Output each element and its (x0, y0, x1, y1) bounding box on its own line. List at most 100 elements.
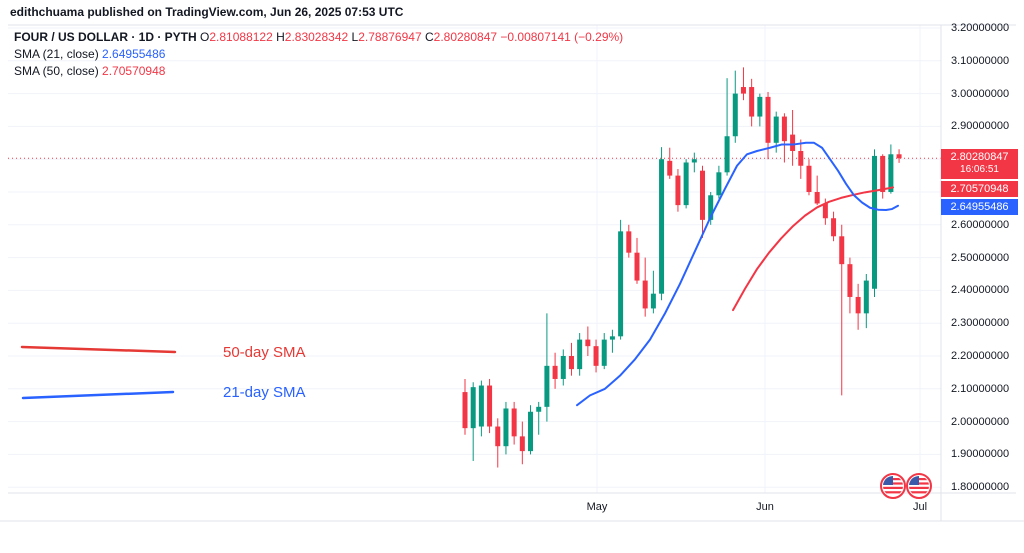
candle-body (536, 406, 542, 412)
time-axis-label: May (586, 501, 608, 513)
candle-body (650, 293, 656, 309)
candle-body (691, 159, 697, 163)
open-label: O (200, 30, 210, 44)
sma21-value: 2.64955486 (102, 47, 166, 61)
candle-body (528, 411, 534, 452)
sma21-price-badge: 2.64955486 (941, 199, 1018, 215)
sma21-row[interactable]: SMA (21, close) 2.64955486 (14, 46, 623, 63)
price-axis-label: 2.60000000 (951, 218, 1010, 231)
candle-body (585, 339, 591, 347)
price-axis-label: 2.40000000 (951, 284, 1010, 297)
symbol-row: FOUR / US DOLLAR · 1D · PYTH O2.81088122… (14, 29, 623, 46)
candle-body (601, 339, 607, 366)
price-axis-label: 3.20000000 (951, 22, 1010, 34)
candle-body (700, 170, 706, 220)
last-price-badge: 2.80280847 16:06:51 (941, 149, 1018, 179)
sma50-price-badge: 2.70570948 (941, 181, 1018, 197)
candle-body (634, 252, 640, 281)
candle-body (822, 203, 828, 219)
candle-body (478, 385, 484, 427)
open-value: 2.81088122 (209, 30, 273, 44)
candle-body (708, 195, 714, 220)
candle-body (568, 356, 574, 370)
candle-body (888, 154, 894, 192)
price-axis-label: 1.80000000 (951, 481, 1010, 494)
candle-body (487, 385, 493, 427)
candle-body (470, 387, 476, 429)
time-axis-label: Jun (756, 501, 774, 513)
candle-body (872, 155, 877, 289)
candle-body (511, 408, 517, 437)
candle-body (626, 231, 632, 253)
price-axis-label: 2.90000000 (951, 120, 1010, 133)
price-axis-label: 2.50000000 (951, 251, 1010, 264)
candle-body (618, 231, 624, 337)
candle-body (740, 87, 746, 94)
sma21-label: SMA (21, close) (14, 47, 99, 61)
usd-flag-icons (878, 472, 938, 507)
candle-body (642, 280, 648, 309)
price-axis-label: 2.20000000 (951, 350, 1010, 362)
sma50-row[interactable]: SMA (50, close) 2.70570948 (14, 63, 623, 80)
sma50-label: SMA (50, close) (14, 64, 99, 78)
candle-body (560, 356, 566, 379)
candle-body (806, 165, 812, 192)
price-axis-label: 3.00000000 (951, 87, 1010, 100)
candle-body (495, 426, 501, 447)
candle-body (544, 365, 550, 407)
candle-body (847, 264, 853, 297)
publish-info: edithchuama published on TradingView.com… (10, 5, 404, 19)
candle-body (831, 218, 837, 237)
time-axis-label: Jul (912, 501, 928, 513)
footer-strip: TradingView (0, 522, 1024, 553)
close-label: C (424, 30, 434, 44)
candle-body (798, 151, 804, 166)
candle-body (683, 162, 689, 206)
high-label: H (276, 30, 285, 44)
candle-body (790, 134, 796, 151)
last-price-value: 2.80280847 (950, 151, 1009, 163)
candle-body (880, 155, 886, 192)
chart-legend[interactable]: FOUR / US DOLLAR · 1D · PYTH O2.81088122… (14, 29, 623, 80)
sma50-annotation-label: 50-day SMA (223, 344, 306, 361)
candle-body (757, 96, 763, 117)
candle-body (552, 365, 558, 379)
candle-body (724, 136, 730, 173)
symbol-title: FOUR / US DOLLAR · 1D · PYTH (14, 30, 197, 44)
price-axis-label: 2.10000000 (951, 382, 1010, 395)
sma50-line (732, 186, 894, 312)
candle-body (675, 175, 681, 206)
candle-body (765, 96, 771, 143)
usd-flag-icon (906, 473, 932, 499)
candle-body (667, 160, 673, 176)
sma21-line (576, 141, 899, 407)
trendline-annotation (21, 390, 175, 400)
candle-body (577, 339, 583, 370)
sma50-value: 2.70570948 (102, 64, 166, 78)
candle-body (503, 408, 509, 447)
candle-body (732, 93, 738, 137)
candle-body (863, 280, 869, 314)
candle-body (773, 116, 779, 143)
candle-body (749, 87, 755, 117)
change-value: −0.00807141 (−0.29%) (500, 30, 624, 44)
bar-countdown: 16:06:51 (960, 164, 999, 175)
candle-body (462, 392, 468, 429)
candle-body (593, 346, 599, 366)
candle-body (716, 172, 722, 196)
price-axis-label: 2.00000000 (951, 415, 1010, 428)
candle-body (896, 154, 902, 159)
trendline-annotation (20, 345, 177, 354)
candle-body (609, 336, 615, 340)
candle-body (781, 116, 787, 142)
candle-body (659, 159, 665, 294)
candle-body (814, 192, 820, 204)
candle-body (839, 236, 845, 265)
usd-flag-icon (880, 473, 906, 499)
price-axis-label: 2.30000000 (951, 317, 1010, 330)
close-value: 2.80280847 (433, 30, 498, 44)
price-axis-label: 3.10000000 (951, 54, 1010, 67)
price-axis-label: 1.90000000 (951, 448, 1010, 461)
